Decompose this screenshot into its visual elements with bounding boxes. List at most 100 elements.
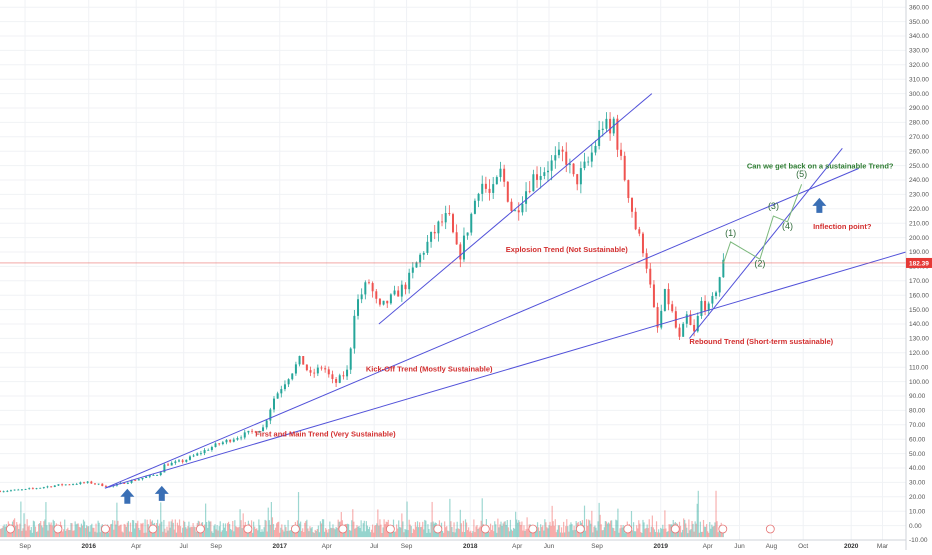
earnings-marker-circle xyxy=(196,524,205,534)
volume-bar xyxy=(126,522,128,538)
candle-body xyxy=(667,289,670,305)
candle-body xyxy=(579,168,582,185)
volume-bar xyxy=(79,527,81,538)
volume-bar xyxy=(176,522,179,538)
volume-bar xyxy=(236,527,238,538)
volume-bar xyxy=(331,528,333,538)
volume-bar xyxy=(646,524,648,538)
volume-bar xyxy=(330,527,332,538)
volume-bar xyxy=(173,529,175,538)
volume-bar xyxy=(447,530,449,538)
volume-bar xyxy=(363,520,365,538)
earnings-marker-circle xyxy=(243,524,253,534)
candle-body xyxy=(652,284,655,308)
volume-bar xyxy=(267,507,269,538)
candle-body xyxy=(521,203,524,213)
volume-bar xyxy=(622,525,624,538)
volume-bar xyxy=(550,525,552,538)
volume-bar xyxy=(135,522,137,538)
candle-body xyxy=(159,472,162,475)
volume-bar xyxy=(137,520,139,538)
trendlines[interactable] xyxy=(0,93,907,489)
volume-bar xyxy=(92,527,94,538)
volume-bar xyxy=(680,532,683,538)
candle-body xyxy=(221,442,224,444)
volume-bar xyxy=(594,525,596,538)
volume-bar xyxy=(616,520,618,538)
volume-bar xyxy=(289,530,291,538)
volume-bar xyxy=(665,528,667,538)
volume-bar xyxy=(107,532,110,538)
volume-bar xyxy=(539,530,541,538)
candle-body xyxy=(514,210,517,212)
volume-bar xyxy=(711,524,713,538)
volume-bar xyxy=(139,530,141,538)
volume-bar xyxy=(356,525,358,538)
volume-bar xyxy=(65,530,67,538)
candle-body xyxy=(583,161,586,169)
candle-body xyxy=(605,118,608,129)
volume-bar xyxy=(565,526,567,538)
volume-bar xyxy=(636,525,638,538)
volume-bar xyxy=(592,532,594,538)
volume-bar xyxy=(502,523,504,538)
y-tick-label: 60.00 xyxy=(909,436,926,443)
y-tick-label: 120.00 xyxy=(909,350,929,357)
candle-body xyxy=(565,151,568,165)
volume-bar xyxy=(97,520,99,538)
volume-bar xyxy=(304,522,306,538)
volume-bar xyxy=(42,527,44,538)
volume-bar xyxy=(718,530,720,538)
volume-bar xyxy=(542,525,544,538)
candle-body xyxy=(663,289,666,311)
volume-bar xyxy=(328,529,330,538)
volume-bar xyxy=(230,528,232,538)
volume-bar xyxy=(111,523,113,538)
volume-bar xyxy=(384,524,386,538)
volume-bar xyxy=(52,519,54,538)
candle-body xyxy=(57,484,60,486)
volume-bar xyxy=(260,531,262,538)
volume-bar xyxy=(598,502,600,538)
volume-bar xyxy=(307,528,309,538)
volume-bar xyxy=(398,520,400,538)
volume-bar xyxy=(635,531,637,538)
earnings-marker-circle xyxy=(385,524,395,534)
volume-bar xyxy=(144,519,146,538)
volume-bar xyxy=(465,522,468,538)
volume-bar xyxy=(551,505,553,538)
volume-bar xyxy=(566,519,568,538)
volume-bar xyxy=(717,532,719,538)
candle-body xyxy=(13,489,16,491)
volume-bar xyxy=(508,531,510,538)
volume-bar xyxy=(123,523,125,538)
earnings-marker xyxy=(623,524,633,534)
x-tick-label: Mar xyxy=(877,543,889,550)
candle-body xyxy=(430,231,433,242)
earnings-marker xyxy=(53,524,63,534)
volume-bar xyxy=(50,522,52,538)
wave-projection[interactable]: (1) (2) (3)(4) (5) xyxy=(722,169,807,268)
volume-bar xyxy=(90,525,92,538)
volume-bar xyxy=(679,525,682,538)
volume-bar xyxy=(114,520,116,538)
volume-bar xyxy=(167,530,169,538)
candle-body xyxy=(192,455,195,457)
volume-bar xyxy=(158,525,160,538)
volume-bar xyxy=(303,532,305,538)
candle-body xyxy=(207,449,210,451)
candle-body xyxy=(437,221,440,234)
candle-body xyxy=(704,300,707,311)
candle-body xyxy=(495,177,498,185)
volume-bar xyxy=(38,523,40,538)
y-tick-label: 280.00 xyxy=(909,120,929,127)
volume-bar xyxy=(119,524,121,538)
volume-bar xyxy=(383,519,385,538)
earnings-marker xyxy=(765,524,775,534)
volume-bar xyxy=(603,527,605,538)
volume-bar xyxy=(143,532,145,538)
volume-bar xyxy=(293,530,295,538)
candle-body xyxy=(700,300,703,316)
